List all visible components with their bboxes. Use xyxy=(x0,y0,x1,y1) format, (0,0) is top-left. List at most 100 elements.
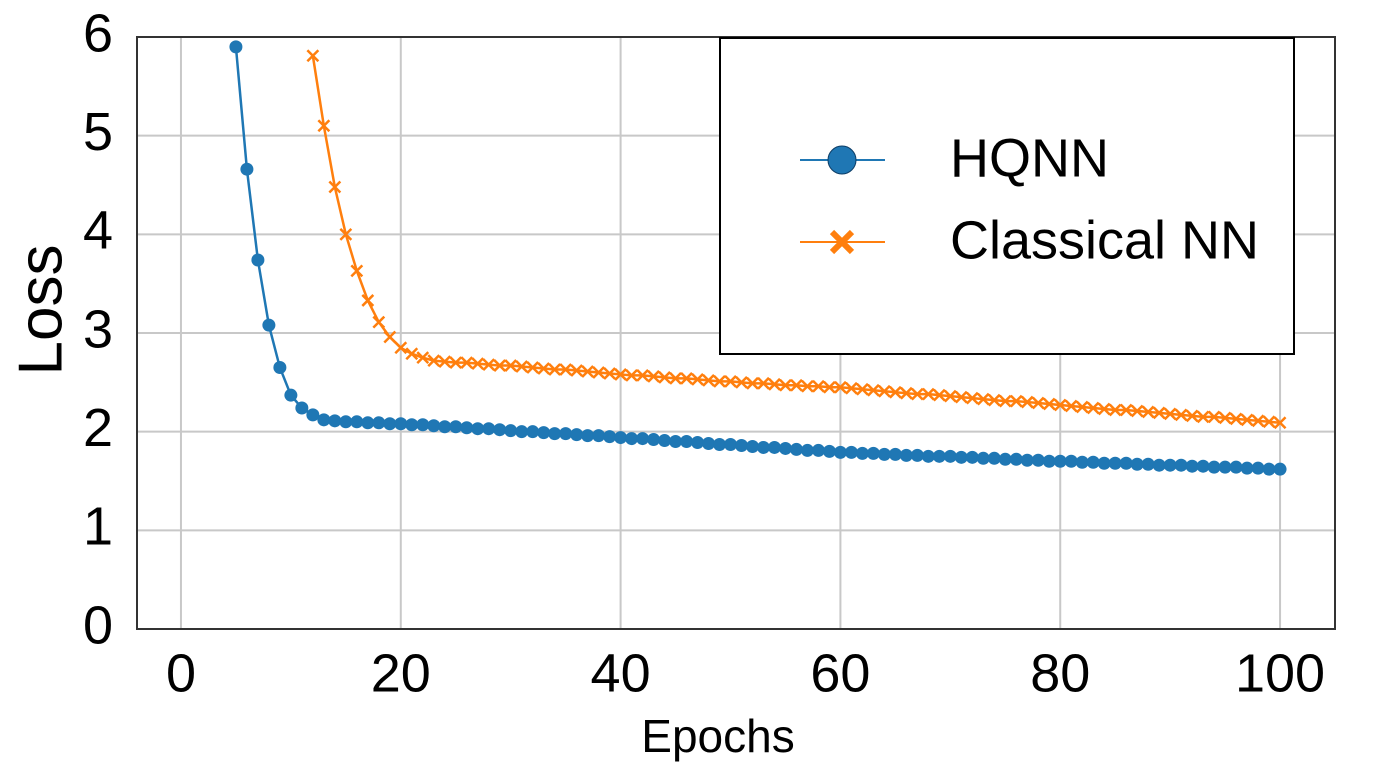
marker xyxy=(910,387,924,401)
marker xyxy=(987,393,1001,407)
marker xyxy=(801,379,814,393)
marker xyxy=(877,447,891,461)
marker xyxy=(735,375,748,389)
marker xyxy=(614,368,627,381)
marker xyxy=(449,356,463,369)
marker xyxy=(592,429,606,443)
marker xyxy=(460,421,474,435)
marker xyxy=(1185,409,1199,423)
marker xyxy=(1207,460,1221,474)
marker xyxy=(504,424,518,438)
marker xyxy=(691,436,705,450)
marker xyxy=(1207,410,1221,424)
x-tick-label: 20 xyxy=(371,643,431,703)
marker xyxy=(1196,410,1210,424)
x-tick-label: 40 xyxy=(591,643,651,703)
marker xyxy=(1020,395,1034,409)
marker xyxy=(251,253,265,267)
y-tick-label: 6 xyxy=(83,3,113,63)
marker xyxy=(823,380,836,394)
plot-area xyxy=(229,40,1287,476)
marker xyxy=(954,390,968,404)
legend-label: Classical NN xyxy=(950,210,1259,270)
marker xyxy=(921,387,935,401)
x-tick-label: 0 xyxy=(166,643,196,703)
marker xyxy=(833,445,847,459)
marker xyxy=(691,372,704,386)
marker xyxy=(427,419,441,433)
marker xyxy=(1141,457,1155,471)
marker xyxy=(713,374,726,388)
marker xyxy=(1262,415,1276,429)
marker xyxy=(745,439,759,453)
marker xyxy=(240,162,254,176)
marker xyxy=(1042,454,1056,468)
marker xyxy=(581,429,595,443)
legend-label: HQNN xyxy=(950,128,1109,188)
y-tick-label: 5 xyxy=(83,102,113,162)
marker xyxy=(383,417,397,431)
marker xyxy=(1196,459,1210,473)
marker xyxy=(339,415,353,429)
marker xyxy=(954,450,968,464)
marker xyxy=(1097,456,1111,470)
marker xyxy=(592,366,605,379)
marker xyxy=(559,427,573,441)
marker xyxy=(471,357,485,370)
marker xyxy=(1042,397,1056,411)
marker xyxy=(1086,455,1100,469)
legend: HQNN Classical NN xyxy=(719,37,1295,355)
marker xyxy=(1218,411,1232,425)
marker xyxy=(515,425,529,439)
marker xyxy=(526,361,540,374)
marker xyxy=(394,417,408,431)
marker xyxy=(1097,402,1111,416)
marker xyxy=(1174,458,1188,472)
marker xyxy=(526,425,540,439)
marker xyxy=(1141,405,1155,419)
marker xyxy=(416,418,430,432)
y-tick-label: 3 xyxy=(83,299,113,359)
marker xyxy=(789,442,803,456)
marker xyxy=(800,443,814,457)
marker xyxy=(328,414,342,428)
marker xyxy=(306,408,320,422)
marker xyxy=(1218,460,1232,474)
marker xyxy=(734,438,748,452)
marker xyxy=(614,431,628,445)
marker xyxy=(1174,408,1188,422)
marker xyxy=(1009,394,1023,408)
marker xyxy=(383,330,397,344)
marker xyxy=(625,432,639,446)
marker xyxy=(778,441,792,455)
marker xyxy=(537,426,551,440)
marker xyxy=(943,449,957,463)
marker xyxy=(581,365,595,378)
marker xyxy=(625,369,638,382)
marker xyxy=(1119,456,1133,470)
x-axis-label: Epochs xyxy=(641,710,794,762)
legend-box xyxy=(719,37,1295,355)
marker xyxy=(295,401,309,415)
marker xyxy=(449,420,463,434)
marker xyxy=(1229,412,1243,426)
marker xyxy=(636,432,650,446)
y-axis-label: Loss xyxy=(6,245,75,376)
marker xyxy=(636,369,649,382)
marker xyxy=(888,385,902,399)
marker xyxy=(1108,403,1122,417)
marker xyxy=(1152,406,1166,420)
marker xyxy=(570,428,584,442)
marker xyxy=(866,446,880,460)
marker xyxy=(482,358,496,371)
marker xyxy=(339,227,353,241)
x-tick-label: 60 xyxy=(810,643,870,703)
x-tick-label: 100 xyxy=(1235,643,1325,703)
marker xyxy=(680,435,694,449)
marker xyxy=(702,373,715,387)
marker xyxy=(603,367,616,380)
marker xyxy=(746,376,759,390)
marker xyxy=(1152,458,1166,472)
marker xyxy=(460,356,474,369)
marker xyxy=(998,452,1012,466)
